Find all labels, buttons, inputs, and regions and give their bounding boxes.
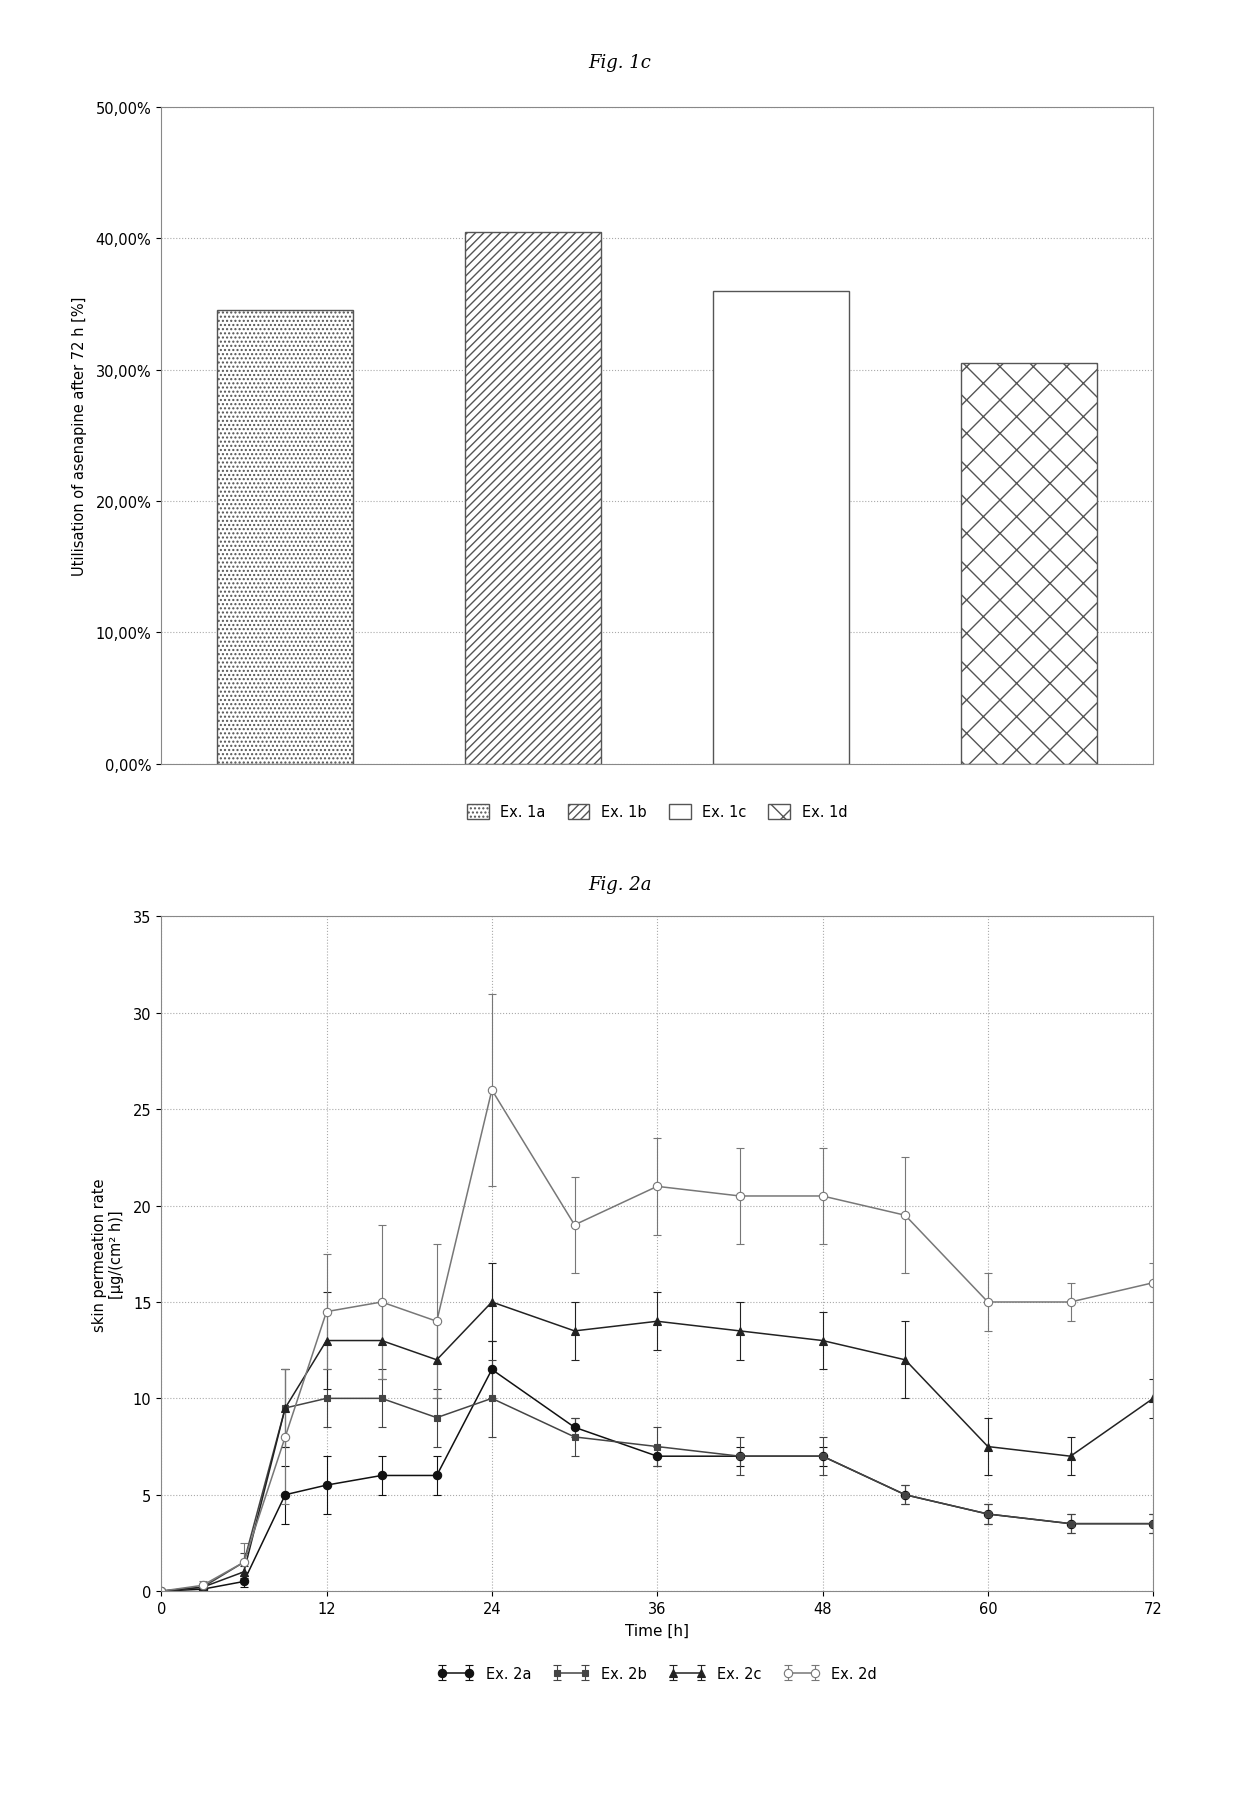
Y-axis label: skin permeation rate
[μg/(cm² h)]: skin permeation rate [μg/(cm² h)] (92, 1178, 124, 1331)
Legend: Ex. 2a, Ex. 2b, Ex. 2c, Ex. 2d: Ex. 2a, Ex. 2b, Ex. 2c, Ex. 2d (438, 1667, 877, 1681)
Y-axis label: Utilisation of asenapine after 72 h [%]: Utilisation of asenapine after 72 h [%] (72, 297, 87, 575)
Text: Fig. 1c: Fig. 1c (589, 54, 651, 72)
Bar (465, 232, 601, 764)
Text: Fig. 2a: Fig. 2a (588, 876, 652, 894)
Bar (217, 311, 353, 764)
Bar (961, 363, 1097, 764)
Legend: Ex. 1a, Ex. 1b, Ex. 1c, Ex. 1d: Ex. 1a, Ex. 1b, Ex. 1c, Ex. 1d (466, 804, 848, 820)
Bar (713, 291, 849, 764)
X-axis label: Time [h]: Time [h] (625, 1624, 689, 1638)
